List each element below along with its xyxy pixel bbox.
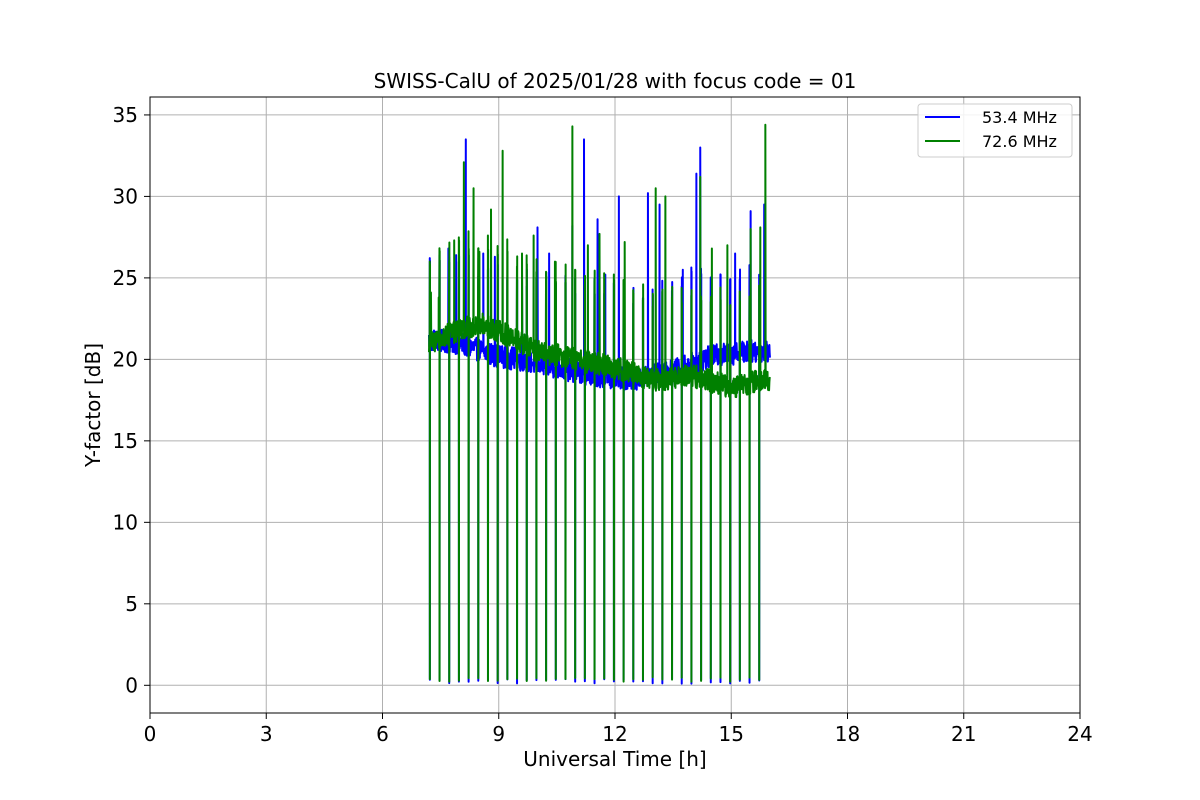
x-tick-label: 18: [835, 722, 860, 746]
series-layer: [428, 123, 771, 685]
y-tick-label: 20: [113, 347, 138, 371]
x-tick-label: 6: [376, 722, 389, 746]
x-tick-label: 9: [492, 722, 505, 746]
y-tick-label: 0: [125, 673, 138, 697]
legend-label-53-4-mhz: 53.4 MHz: [982, 108, 1057, 127]
y-tick-label: 5: [125, 592, 138, 616]
series-line-53-4-mhz: [428, 138, 771, 685]
y-tick-label: 15: [113, 429, 138, 453]
y-tick-label: 25: [113, 266, 138, 290]
x-tick-label: 0: [144, 722, 157, 746]
y-tick-label: 30: [113, 184, 138, 208]
y-tick-label: 10: [113, 510, 138, 534]
x-tick-label: 12: [602, 722, 627, 746]
x-tick-label: 24: [1067, 722, 1092, 746]
x-tick-label: 3: [260, 722, 273, 746]
series-line-72-6-mhz: [428, 123, 771, 683]
x-tick-label: 15: [719, 722, 744, 746]
x-axis-label: Universal Time [h]: [523, 747, 706, 771]
legend-label-72-6-mhz: 72.6 MHz: [982, 132, 1057, 151]
y-tick-label: 35: [113, 103, 138, 127]
chart-title: SWISS-CalU of 2025/01/28 with focus code…: [374, 69, 857, 93]
tick-layer: 0 3 6 9 12 15 18 21 24 0 5 10 15 20 25 30 35: [113, 103, 1093, 746]
x-tick-label: 21: [951, 722, 976, 746]
y-axis-label: Y-factor [dB]: [81, 343, 105, 468]
legend: 53.4 MHz 72.6 MHz: [917, 103, 1073, 158]
